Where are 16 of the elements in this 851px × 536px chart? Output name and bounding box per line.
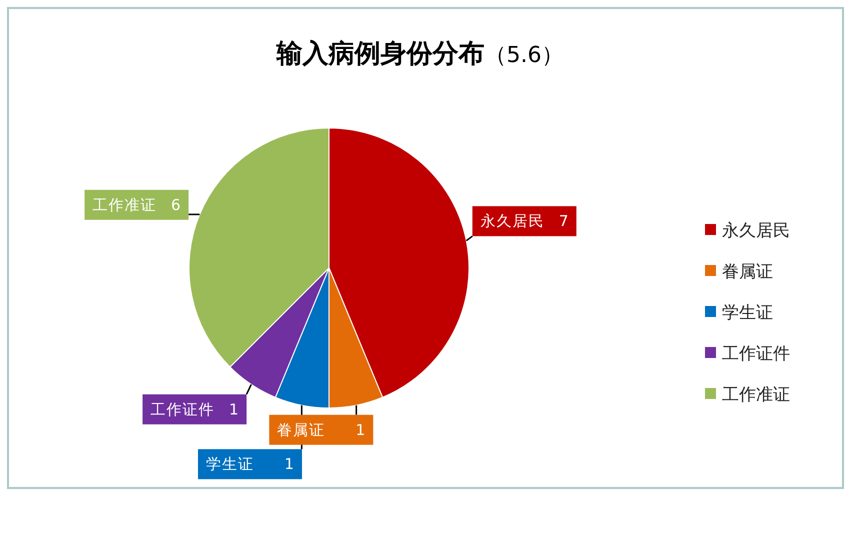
data-label: 7 bbox=[558, 212, 568, 230]
data-label: 1 bbox=[229, 400, 239, 418]
category-label: 学生证 bbox=[206, 455, 254, 474]
slice-label: 工作准证 bbox=[92, 196, 157, 214]
slice-label: 永久居民 bbox=[480, 212, 544, 230]
category-label: 眷属证 bbox=[277, 420, 326, 439]
data-label: 1 bbox=[284, 455, 294, 474]
legend-label: 工作证件 bbox=[722, 344, 790, 364]
chart-title: 输入病例身份分布（5.6） bbox=[276, 39, 564, 69]
data-label: 1 bbox=[356, 420, 366, 439]
legend-label: 眷属证 bbox=[722, 262, 773, 282]
data-label: 6 bbox=[171, 196, 181, 214]
legend-label: 工作准证 bbox=[722, 385, 790, 405]
legend-label: 永久居民 bbox=[722, 221, 790, 241]
legend-label: 学生证 bbox=[722, 303, 773, 323]
slice-label: 工作证件 bbox=[150, 400, 215, 418]
